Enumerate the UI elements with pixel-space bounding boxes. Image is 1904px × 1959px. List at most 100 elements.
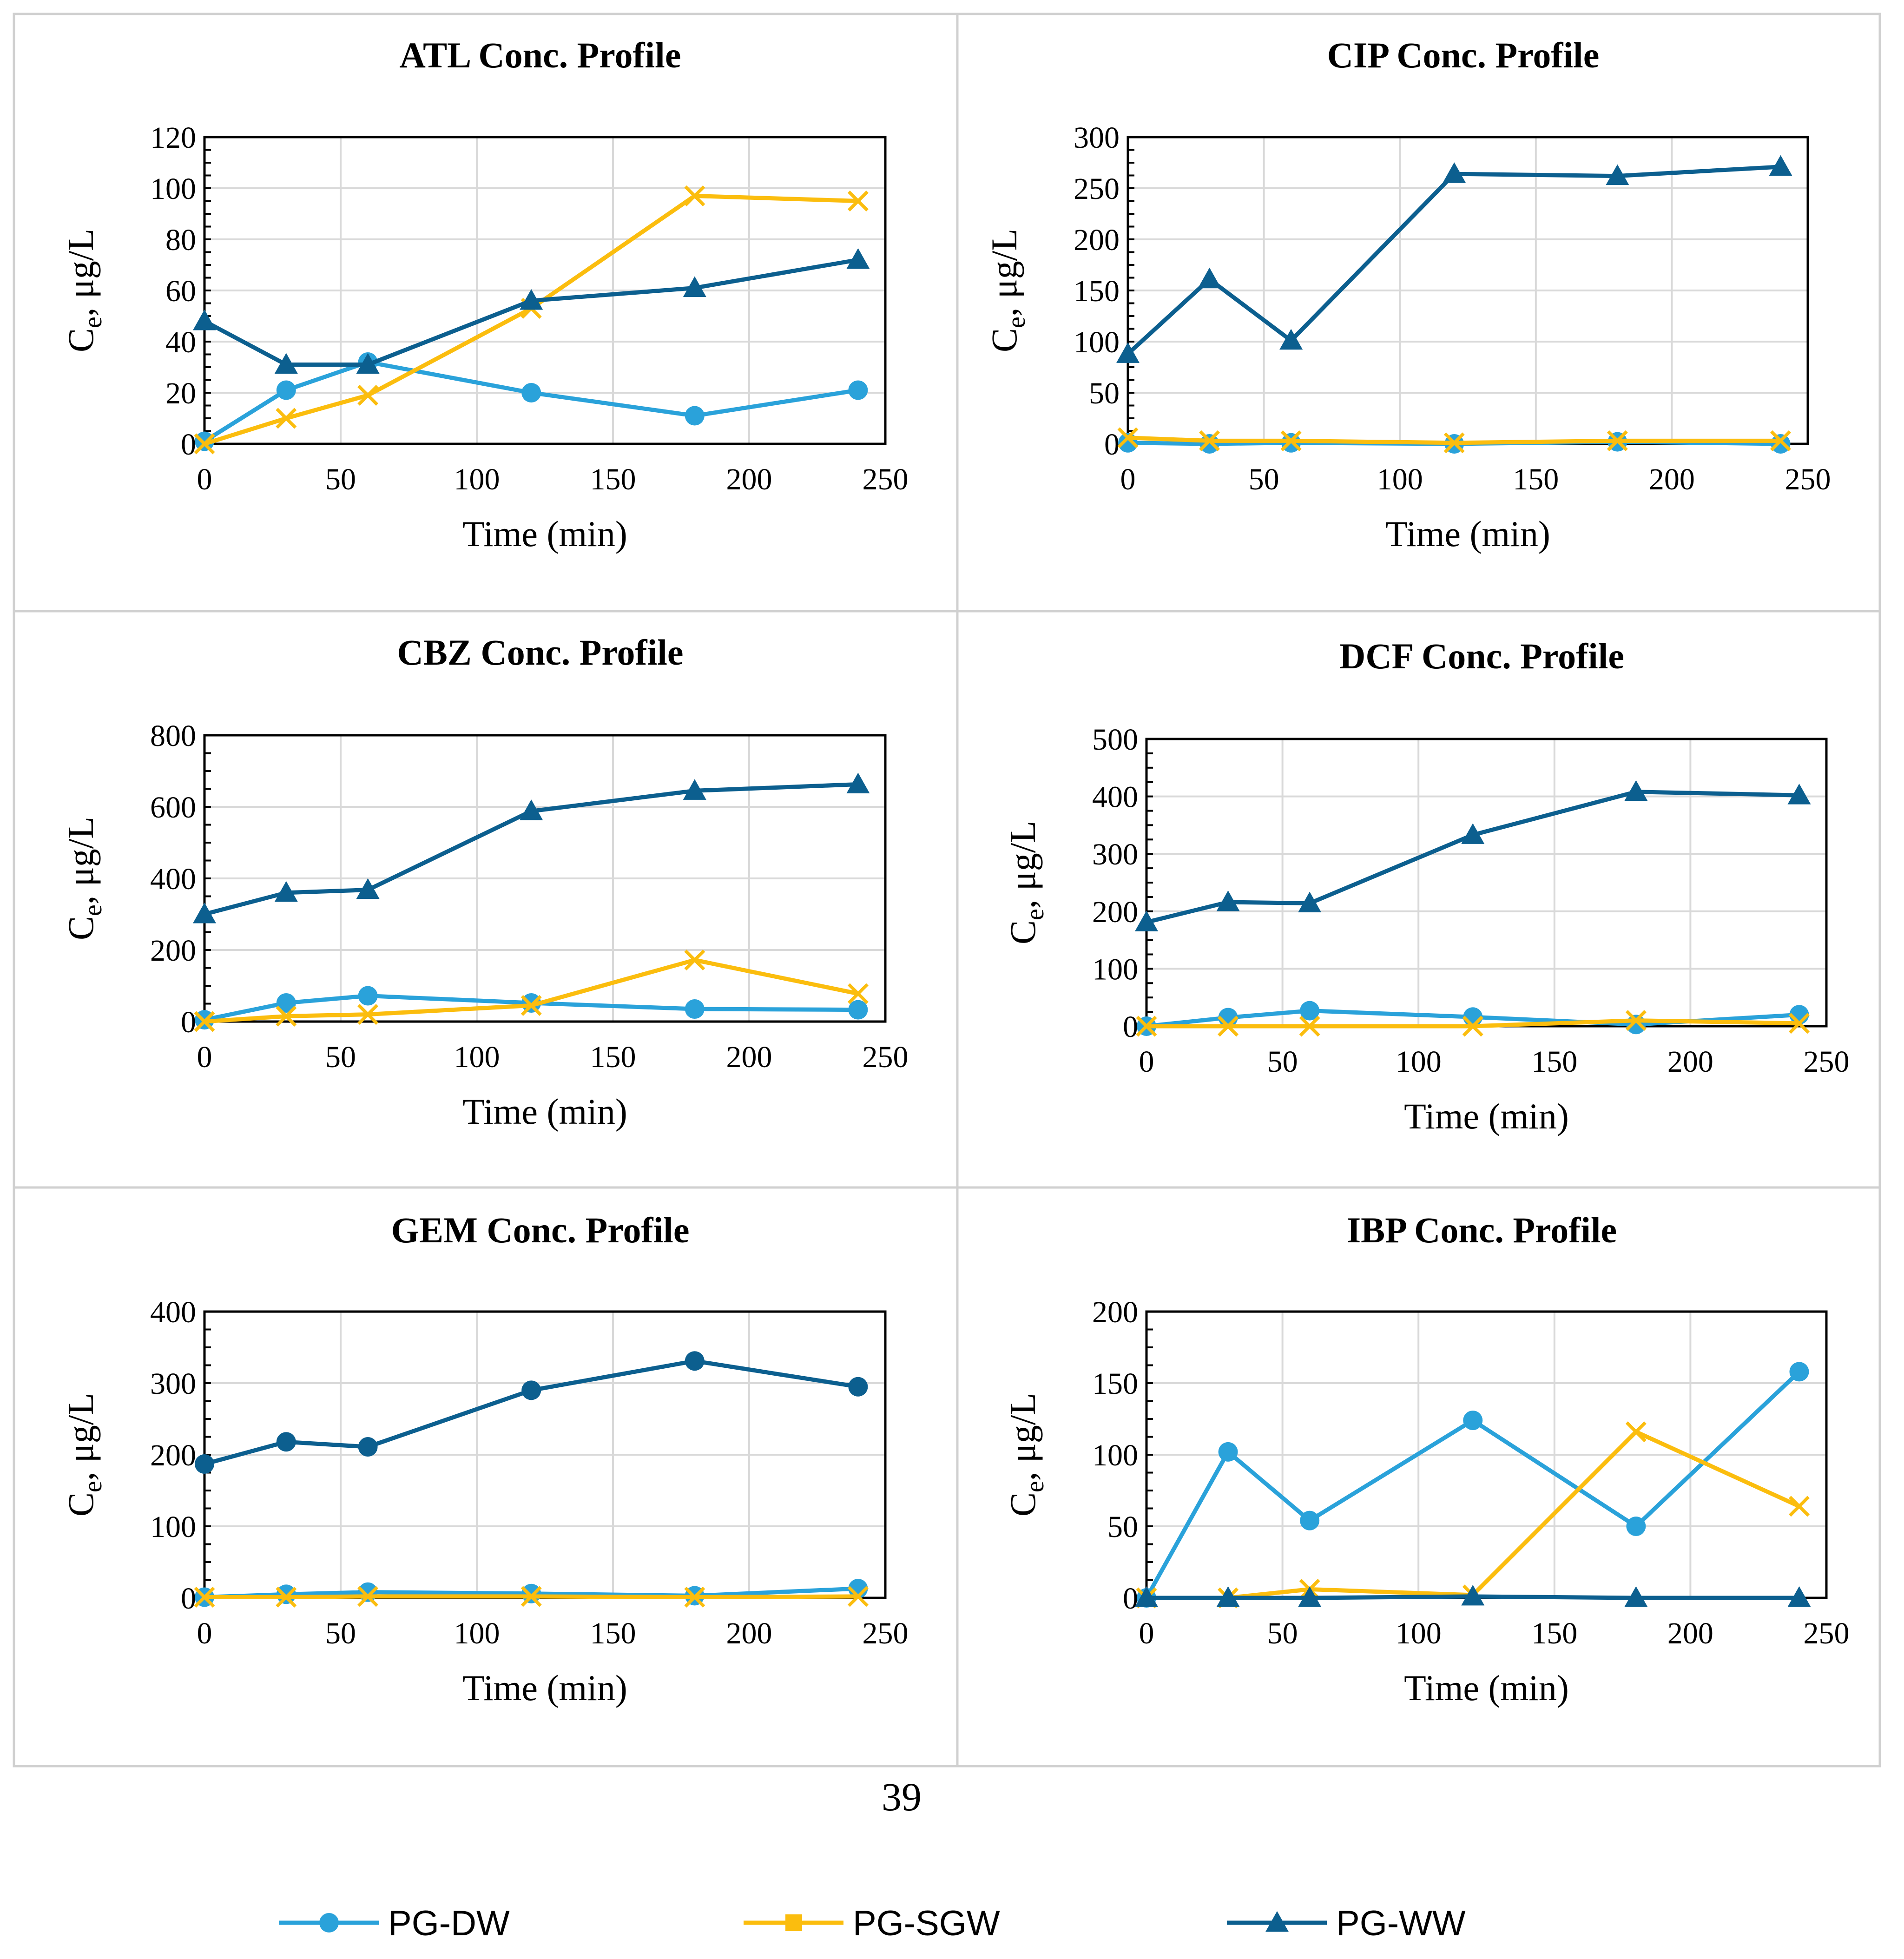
x-tick-label: 250: [863, 1040, 909, 1074]
y-tick-label: 100: [1092, 952, 1138, 986]
data-point: [848, 1000, 868, 1020]
data-point: [1135, 910, 1158, 931]
y-tick-label: 200: [1092, 1295, 1138, 1329]
y-tick-label: 0: [181, 1005, 196, 1039]
chart-title: CIP Conc. Profile: [1327, 35, 1600, 75]
legend: PG-DW PG-SGW PG-WW: [279, 1904, 1466, 1943]
data-point: [276, 1432, 296, 1452]
data-point: [193, 903, 216, 923]
data-point: [848, 380, 868, 400]
data-point: [1298, 1586, 1322, 1607]
y-tick-label: 300: [1092, 838, 1138, 871]
data-point: [1279, 329, 1303, 350]
x-tick-label: 200: [1667, 1045, 1713, 1079]
x-tick-label: 0: [197, 1040, 212, 1074]
x-axis-title: Time (min): [1385, 514, 1550, 554]
y-tick-label: 0: [181, 1582, 196, 1616]
x-tick-label: 150: [1531, 1045, 1577, 1079]
x-tick-label: 0: [1139, 1616, 1154, 1650]
data-point: [1461, 823, 1485, 844]
x-tick-label: 100: [1396, 1616, 1442, 1650]
series-line: [204, 1359, 859, 1466]
data-point: [1769, 155, 1792, 176]
series-line: [204, 994, 858, 1022]
y-tick-label: 500: [1092, 723, 1138, 757]
data-point: [1770, 430, 1791, 451]
data-point: [195, 1454, 214, 1474]
data-point: [1624, 1586, 1648, 1607]
data-point: [1116, 342, 1140, 363]
data-point: [1624, 780, 1648, 801]
series-pg-sgw: [1136, 1010, 1810, 1037]
chart-gem: GEM Conc. Profile 0 100 200 300 400 0 50 100 150 2…: [13, 1186, 959, 1768]
y-tick-label: 80: [165, 223, 196, 257]
data-point: [356, 878, 380, 899]
x-axis-title: Time (min): [1404, 1668, 1569, 1708]
y-tick-label: 200: [150, 1438, 196, 1472]
data-point: [357, 1004, 379, 1025]
y-axis-title: Ce, μg/L: [60, 817, 107, 940]
legend-label: PG-SGW: [853, 1904, 1000, 1943]
y-tick-label: 20: [165, 376, 196, 410]
series-line: [204, 958, 859, 1024]
series-pg-ww: [1135, 1584, 1811, 1607]
chart-title: GEM Conc. Profile: [391, 1210, 690, 1250]
data-point: [1625, 1421, 1647, 1443]
data-point: [1135, 1586, 1158, 1607]
y-tick-label: 600: [150, 791, 196, 824]
data-point: [1789, 1496, 1810, 1517]
data-point: [356, 353, 380, 374]
series-pg-sgw: [194, 1586, 869, 1608]
x-tick-label: 150: [590, 1616, 636, 1650]
data-point: [1300, 1001, 1320, 1021]
x-tick-label: 200: [1667, 1616, 1713, 1650]
data-point: [276, 993, 296, 1013]
data-point: [521, 993, 541, 1013]
x-tick-label: 250: [863, 1616, 909, 1650]
series-line: [204, 1594, 858, 1599]
data-point: [195, 431, 214, 451]
x-tick-label: 100: [1396, 1045, 1442, 1079]
series-line: [204, 782, 858, 917]
x-axis-title: Time (min): [1404, 1096, 1569, 1136]
data-point: [521, 1380, 541, 1400]
x-tick-label: 50: [1249, 462, 1279, 496]
chart-atl: ATL Conc. Profile 0 20 40 60 80 100 120 0 50 100 15…: [13, 13, 959, 613]
data-point: [685, 999, 705, 1019]
data-point: [1626, 1517, 1646, 1536]
chart-dcf: DCF Conc. Profile 0 100 200 300 400 500 0 50 100 1…: [956, 610, 1881, 1189]
data-point: [683, 779, 706, 800]
y-tick-label: 300: [150, 1367, 196, 1401]
y-tick-label: 0: [1123, 1582, 1138, 1616]
y-tick-label: 400: [150, 1295, 196, 1329]
x-tick-label: 0: [1139, 1045, 1154, 1079]
legend-label: PG-DW: [388, 1904, 510, 1943]
series-pg-ww: [193, 248, 870, 374]
chart-title: IBP Conc. Profile: [1347, 1210, 1617, 1250]
data-point: [1787, 784, 1811, 805]
y-tick-label: 150: [1092, 1367, 1138, 1401]
data-point: [276, 1584, 296, 1604]
data-point: [520, 995, 542, 1016]
chart-title: ATL Conc. Profile: [400, 35, 681, 75]
y-tick-label: 0: [1104, 428, 1120, 462]
x-tick-label: 250: [1785, 462, 1831, 496]
data-point: [521, 383, 541, 402]
x-tick-label: 250: [1804, 1045, 1850, 1079]
y-tick-label: 50: [1107, 1510, 1138, 1544]
data-point: [194, 433, 215, 455]
data-point: [847, 1586, 869, 1607]
y-tick-label: 120: [150, 121, 196, 155]
series-pg-ww: [193, 772, 870, 923]
y-axis-title: Ce, μg/L: [60, 229, 107, 352]
data-point: [1462, 1016, 1483, 1037]
data-point: [1216, 1586, 1240, 1607]
page-number: 39: [882, 1774, 922, 1819]
data-point: [521, 1583, 541, 1603]
data-point: [848, 1377, 868, 1397]
x-tick-label: 200: [726, 462, 772, 496]
chart-cip: CIP Conc. Profile 0 50 100 150 200 250 300 0 50 10…: [956, 13, 1881, 613]
panel-frame: [13, 610, 959, 1189]
data-point: [1625, 1010, 1647, 1031]
